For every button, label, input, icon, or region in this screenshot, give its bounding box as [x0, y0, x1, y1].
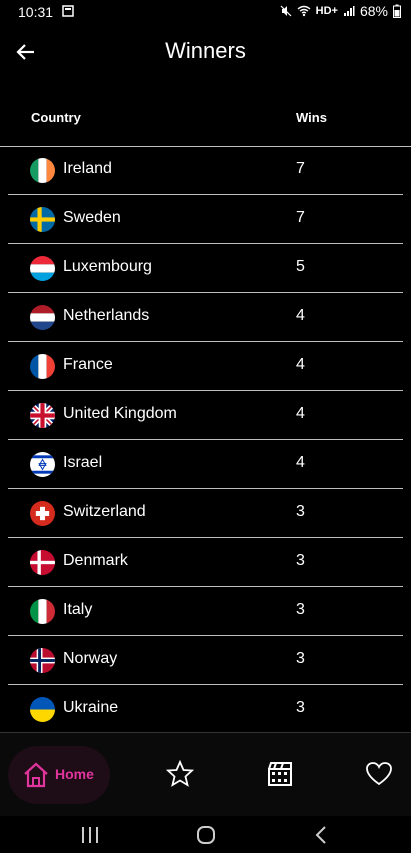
wifi-icon — [297, 5, 311, 17]
wins-count: 4 — [296, 307, 305, 324]
column-header-wins: Wins — [296, 110, 327, 125]
wins-count: 4 — [296, 454, 305, 471]
israel-flag-icon — [30, 452, 55, 477]
notification-icon — [62, 5, 74, 17]
table-row[interactable]: Luxembourg 5 — [8, 244, 403, 293]
mute-icon — [280, 5, 292, 17]
wins-count: 7 — [296, 160, 305, 177]
switzerland-flag-icon — [30, 501, 55, 526]
table-row[interactable]: Norway 3 — [8, 636, 403, 685]
table-row[interactable]: Switzerland 3 — [8, 489, 403, 538]
table-row[interactable]: Denmark 3 — [8, 538, 403, 587]
luxembourg-flag-icon — [30, 256, 55, 281]
system-navigation-bar — [0, 816, 411, 853]
column-header-country: Country — [31, 110, 81, 125]
nav-home-button[interactable]: Home — [8, 746, 110, 804]
wins-count: 3 — [296, 601, 305, 618]
battery-icon — [393, 4, 401, 18]
back-system-icon[interactable] — [310, 824, 334, 846]
wins-count: 3 — [296, 552, 305, 569]
denmark-flag-icon — [30, 550, 55, 575]
wins-count: 5 — [296, 258, 305, 275]
ukraine-flag-icon — [30, 697, 55, 722]
norway-flag-icon — [30, 648, 55, 673]
country-name: Netherlands — [63, 307, 150, 324]
table-row[interactable]: Netherlands 4 — [8, 293, 403, 342]
country-name: United Kingdom — [63, 405, 177, 422]
network-type: HD+ — [315, 5, 338, 17]
wins-count: 4 — [296, 356, 305, 373]
country-name: Luxembourg — [63, 258, 152, 275]
france-flag-icon — [30, 354, 55, 379]
home-system-icon[interactable] — [194, 824, 218, 846]
country-name: Ireland — [63, 160, 112, 177]
star-icon[interactable] — [166, 760, 194, 788]
country-name: Israel — [63, 454, 103, 471]
country-name: France — [63, 356, 113, 373]
page-title: Winners — [165, 38, 246, 63]
italy-flag-icon — [30, 599, 55, 624]
signal-icon — [343, 6, 355, 16]
recent-apps-icon[interactable] — [78, 824, 102, 846]
netherlands-flag-icon — [30, 305, 55, 330]
ireland-flag-icon — [30, 158, 55, 183]
country-name: Sweden — [63, 209, 121, 226]
table-row[interactable]: France 4 — [8, 342, 403, 391]
nav-home-label: Home — [55, 766, 94, 782]
heart-icon[interactable] — [365, 760, 393, 788]
table-row[interactable]: Italy 3 — [8, 587, 403, 636]
home-icon — [24, 762, 48, 788]
country-name: Denmark — [63, 552, 128, 569]
wins-count: 4 — [296, 405, 305, 422]
film-icon[interactable] — [266, 760, 294, 788]
battery-percent: 68% — [359, 3, 388, 19]
united-kingdom-flag-icon — [30, 403, 55, 428]
table-row[interactable]: Sweden 7 — [8, 195, 403, 244]
table-header: Country Wins — [0, 96, 411, 147]
country-name: Switzerland — [63, 503, 146, 520]
status-icons: HD+ 68% — [280, 3, 401, 19]
country-name: Ukraine — [63, 699, 119, 716]
table-row[interactable]: Israel 4 — [8, 440, 403, 489]
table-row[interactable]: Ukraine 3 — [8, 685, 403, 732]
wins-count: 7 — [296, 209, 305, 226]
wins-count: 3 — [296, 503, 305, 520]
wins-count: 3 — [296, 699, 305, 716]
sweden-flag-icon — [30, 207, 55, 232]
country-name: Italy — [63, 601, 93, 618]
table-row[interactable]: Ireland 7 — [8, 146, 403, 195]
status-bar: 10:31 HD+ 68% — [0, 0, 411, 24]
wins-count: 3 — [296, 650, 305, 667]
bottom-navigation: Home — [0, 732, 411, 817]
app-bar: Winners — [0, 24, 411, 80]
back-button[interactable] — [12, 38, 40, 66]
country-name: Norway — [63, 650, 118, 667]
table-row[interactable]: United Kingdom 4 — [8, 391, 403, 440]
winners-list[interactable]: Ireland 7 Sweden 7 Luxembourg 5 Netherla… — [0, 146, 411, 732]
status-time: 10:31 — [18, 4, 54, 20]
